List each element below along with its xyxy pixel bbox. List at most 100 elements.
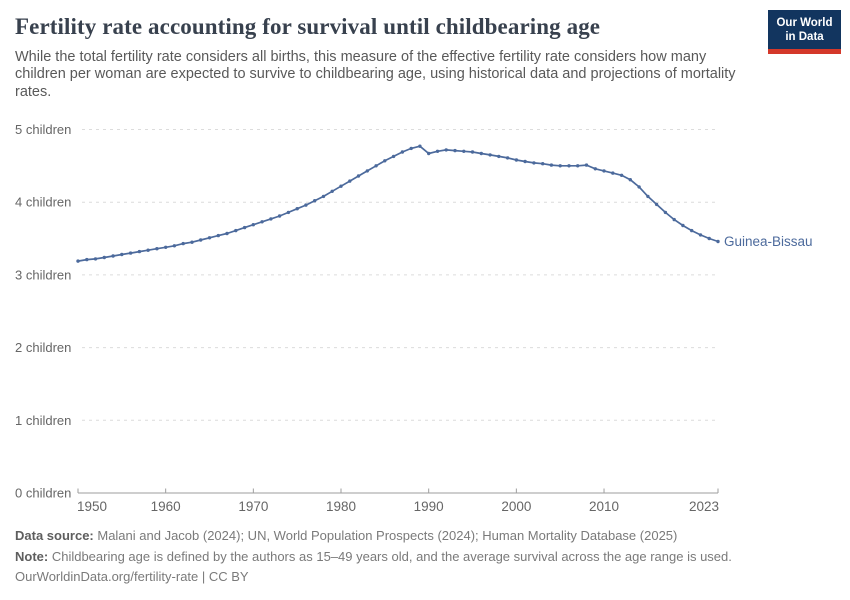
chart-footer: Data source: Malani and Jacob (2024); UN…	[15, 526, 835, 588]
y-axis-tick-label: 4 children	[15, 195, 71, 210]
url-text[interactable]: OurWorldinData.org/fertility-rate | CC B…	[15, 569, 249, 584]
x-axis-tick-label: 2010	[589, 499, 619, 514]
data-point	[418, 144, 422, 148]
datasource-text: Malani and Jacob (2024); UN, World Popul…	[93, 528, 678, 543]
data-point	[409, 146, 413, 151]
data-point	[365, 169, 369, 173]
chart-title: Fertility rate accounting for survival u…	[15, 14, 601, 39]
data-point	[611, 171, 615, 175]
datasource-line: Data source: Malani and Jacob (2024); UN…	[15, 526, 835, 547]
data-point	[479, 151, 483, 156]
x-axis-tick-label: 2023	[689, 499, 719, 514]
data-point	[269, 217, 273, 221]
data-point	[497, 154, 501, 159]
y-axis-tick-label: 0 children	[15, 486, 71, 501]
data-point	[444, 148, 448, 152]
x-axis-tick-label: 1950	[77, 499, 107, 514]
data-point	[137, 249, 142, 254]
data-point	[453, 148, 457, 153]
data-point	[681, 223, 685, 228]
data-point	[716, 239, 720, 244]
data-point	[348, 179, 352, 183]
data-point	[514, 158, 519, 162]
note-line: Note: Childbearing age is defined by the…	[15, 547, 835, 568]
owid-logo-line2: in Data	[785, 31, 824, 43]
data-point	[567, 164, 571, 168]
data-point	[286, 210, 291, 215]
data-point	[234, 228, 238, 233]
data-point	[505, 156, 510, 160]
data-point	[321, 194, 326, 199]
data-point	[558, 164, 562, 168]
data-point	[541, 162, 545, 166]
data-point	[391, 154, 396, 159]
data-point	[199, 238, 203, 242]
data-point	[330, 189, 334, 193]
data-point	[400, 150, 405, 154]
data-point	[462, 149, 466, 153]
data-point	[85, 257, 89, 262]
data-point	[93, 257, 98, 261]
data-point	[146, 248, 150, 252]
chart-header: Fertility rate accounting for survival u…	[15, 14, 765, 101]
data-point	[295, 207, 299, 211]
note-label: Note:	[15, 548, 49, 564]
data-point	[523, 159, 527, 164]
x-axis-tick-label: 2000	[501, 499, 531, 514]
data-point	[707, 236, 711, 241]
note-text: Childbearing age is defined by the autho…	[48, 548, 732, 564]
data-point	[654, 202, 659, 207]
x-axis-tick-label: 1980	[326, 499, 356, 514]
data-point	[619, 173, 624, 177]
data-point	[698, 233, 703, 237]
data-point	[225, 231, 229, 236]
data-point	[102, 255, 107, 260]
y-axis-tick-label: 2 children	[15, 340, 71, 355]
url-line[interactable]: OurWorldinData.org/fertility-rate | CC B…	[15, 567, 835, 588]
data-point	[549, 163, 554, 167]
data-point	[339, 184, 343, 188]
data-point	[164, 245, 168, 249]
data-point	[304, 203, 308, 207]
data-point	[76, 259, 80, 263]
data-point	[690, 228, 694, 233]
data-point	[356, 174, 361, 178]
fertility-line	[77, 145, 719, 262]
data-point	[120, 252, 124, 257]
y-axis-tick-label: 3 children	[15, 267, 71, 282]
data-point	[435, 149, 440, 153]
data-point	[427, 151, 431, 156]
owid-logo[interactable]: Our World in Data	[768, 10, 841, 54]
data-point	[172, 244, 177, 248]
owid-logo-line1: Our World	[776, 17, 833, 29]
data-point	[242, 225, 247, 230]
data-point	[663, 210, 668, 215]
data-point	[313, 199, 317, 203]
data-point	[207, 236, 212, 240]
y-axis-tick-label: 1 children	[15, 413, 71, 428]
data-point	[190, 240, 194, 244]
x-axis-tick-label: 1990	[414, 499, 444, 514]
entity-label: Guinea-Bissau	[724, 234, 813, 249]
data-point	[602, 169, 606, 173]
data-point	[251, 223, 255, 227]
data-point	[637, 185, 641, 189]
data-point	[593, 167, 597, 171]
data-point	[470, 150, 475, 154]
data-point	[488, 153, 492, 157]
data-point	[646, 194, 650, 199]
x-axis-tick-label: 1960	[151, 499, 181, 514]
data-point	[128, 251, 133, 255]
data-point	[532, 161, 536, 165]
chart-subtitle: While the total fertility rate considers…	[15, 49, 736, 100]
data-point	[155, 247, 159, 251]
data-point	[277, 214, 282, 218]
data-point	[374, 164, 378, 168]
data-point	[111, 254, 115, 258]
data-point	[260, 220, 264, 224]
y-axis-tick-label: 5 children	[15, 122, 71, 137]
data-point	[216, 233, 220, 238]
data-point	[576, 164, 580, 168]
